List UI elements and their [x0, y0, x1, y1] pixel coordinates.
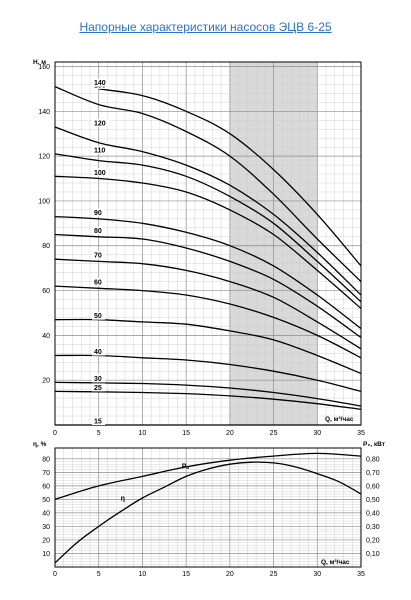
x-tick-label: 25 [270, 430, 278, 437]
page-title: Напорные характеристики насосов ЭЦВ 6-25 [79, 20, 332, 34]
x-tick-label: 20 [226, 571, 234, 578]
head-curve-label: 30 [94, 376, 102, 383]
power-curve [54, 452, 362, 501]
y-tick-label: 40 [42, 333, 50, 340]
head-curve-label-bg [92, 251, 106, 260]
curve-annotation: Pₐ [182, 463, 190, 470]
curve-annotation: η [121, 496, 125, 503]
x-tick-label: 10 [139, 571, 147, 578]
head-curve-label: 140 [94, 80, 106, 87]
head-curve-label: 100 [94, 170, 106, 177]
y-tick-label: 80 [42, 243, 50, 250]
efficiency-chart-frame [54, 447, 362, 568]
x-tick-label: 25 [270, 571, 278, 578]
head-curve-90 [54, 215, 362, 330]
efficiency-x-axis-label: Q, м³/час [321, 559, 350, 566]
y-tick-label: 10 [42, 551, 50, 558]
head-curve-60 [54, 285, 362, 359]
x-tick-label: 10 [139, 430, 147, 437]
x-tick-label: 20 [226, 430, 234, 437]
head-curve-label-bg [92, 118, 110, 127]
x-tick-label: 35 [357, 571, 365, 578]
head-curve-label: 80 [94, 228, 102, 235]
head-curve-25 [54, 390, 362, 410]
y2-tick-label: 0,80 [366, 456, 380, 463]
y-tick-label: 50 [42, 497, 50, 504]
head-curve-label-bg [92, 383, 106, 392]
head-curve-label: 60 [94, 280, 102, 287]
y-tick-label: 20 [42, 537, 50, 544]
head-curve-label-bg [92, 208, 106, 217]
y-tick-label: 70 [42, 470, 50, 477]
head-curve-label: 40 [94, 349, 102, 356]
x-tick-label: 35 [357, 430, 365, 437]
y-tick-label: 60 [42, 483, 50, 490]
x-tick-label: 0 [53, 571, 57, 578]
head-curve-label-bg [92, 311, 106, 320]
x-tick-label: 0 [53, 430, 57, 437]
head-curve-label: 110 [94, 147, 105, 154]
y2-tick-label: 0,30 [366, 524, 380, 531]
y-tick-label: 60 [42, 288, 50, 295]
head-curve-label-bg [92, 347, 106, 356]
y-tick-label: 100 [38, 198, 50, 205]
x-tick-label: 30 [313, 430, 321, 437]
head-curve-150 [98, 88, 362, 267]
y-tick-label: 40 [42, 510, 50, 517]
head-curve-50 [54, 318, 362, 375]
y-tick-label: 30 [42, 524, 50, 531]
head-curve-label-bg [92, 145, 110, 154]
head-curve-label: 70 [94, 253, 102, 260]
head-curve-label: 15 [94, 419, 102, 426]
head-curve-70 [54, 258, 362, 350]
x-tick-label: 30 [313, 571, 321, 578]
head-curves: 150140120110100908070605040302515 [54, 78, 362, 426]
y-tick-label: 80 [42, 456, 50, 463]
efficiency-power-curves: Pₐ η [54, 452, 362, 564]
head-curve-label-bg [92, 226, 106, 235]
efficiency-power-chart: Pₐ η 0 5 10 15 20 25 30 35 10 20 30 40 50 60 70 80 0,10 0,… [33, 441, 385, 578]
head-curve-80 [54, 233, 362, 339]
efficiency-chart-ticks: 0 5 10 15 20 25 30 35 10 20 30 40 50 60 70 80 0,10 0,20 0,… [42, 456, 380, 578]
head-curve-140 [54, 85, 362, 283]
head-curve-label-bg [92, 417, 106, 425]
head-chart-ticks: 0 5 10 15 20 25 30 35 20 40 60 80 100 120 140 160 [38, 64, 365, 437]
y-tick-label: 160 [38, 64, 50, 71]
y2-tick-label: 0,70 [366, 470, 380, 477]
y2-tick-label: 0,10 [366, 551, 380, 558]
x-tick-label: 15 [182, 571, 190, 578]
y2-tick-label: 0,60 [366, 483, 380, 490]
head-curve-label-bg [92, 374, 106, 383]
x-tick-label: 15 [182, 430, 190, 437]
head-y-axis-label: H, м [33, 59, 46, 66]
head-curve-120 [54, 126, 362, 296]
efficiency-chart-grid [54, 448, 362, 568]
efficiency-y-axis-label: η, % [33, 441, 47, 448]
power-y-axis-label: P₂, кВт [363, 441, 385, 448]
head-curve-label-bg [92, 78, 110, 87]
head-curve-110 [54, 153, 362, 303]
y-tick-label: 140 [38, 109, 50, 116]
head-curve-100 [54, 175, 362, 309]
head-x-axis-label: Q, м³/час [325, 416, 354, 423]
y2-tick-label: 0,20 [366, 537, 380, 544]
head-curve-label: 25 [94, 385, 102, 392]
head-curve-40 [54, 354, 362, 393]
efficiency-curve [54, 461, 362, 564]
head-chart: 15 0 140 120 110 100 90 80 70 60 50 40 30 25 15 0 5 10 15… [33, 59, 365, 437]
head-curve-label: 120 [94, 120, 106, 127]
y2-tick-label: 0,50 [366, 497, 380, 504]
x-tick-label: 5 [97, 430, 101, 437]
y-tick-label: 120 [38, 154, 50, 161]
head-curve-label-bg [92, 168, 110, 177]
x-tick-label: 5 [97, 571, 101, 578]
head-curve-label: 50 [94, 313, 102, 320]
head-curve-label: 90 [94, 210, 102, 217]
head-curve-label-bg [92, 278, 106, 287]
y-tick-label: 20 [42, 378, 50, 385]
y2-tick-label: 0,40 [366, 510, 380, 517]
head-curve-30 [54, 381, 362, 407]
